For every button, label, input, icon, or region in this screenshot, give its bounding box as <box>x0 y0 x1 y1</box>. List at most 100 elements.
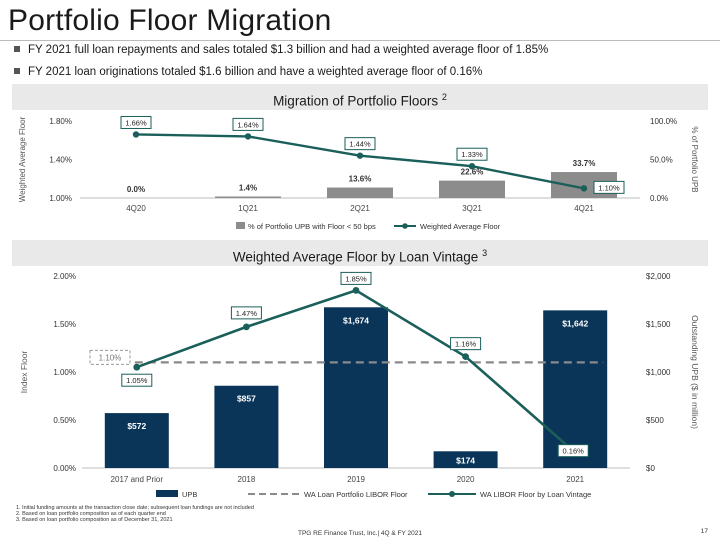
bar-data-label: 22.6% <box>461 168 484 177</box>
y-tick-label: 1.00% <box>53 368 76 377</box>
y-axis-title: Index Floor <box>19 351 29 394</box>
chart2-title-footnote-ref: 3 <box>482 248 488 258</box>
y-right-axis-title: Outstanding UPB ($ in million) <box>690 315 700 429</box>
legend-line-marker <box>402 223 408 229</box>
line-data-label: 0.16% <box>563 447 585 456</box>
line-point <box>468 163 476 170</box>
line-label-box <box>557 444 589 458</box>
y-right-tick-label: $1,500 <box>646 320 671 329</box>
x-tick-label: 4Q20 <box>126 204 146 213</box>
x-tick-label: 4Q21 <box>574 204 594 213</box>
footnote-1: 1. Initial funding amounts at the transa… <box>16 505 254 511</box>
footer-text: TPG RE Finance Trust, Inc.| 4Q & FY 2021 <box>297 530 423 537</box>
bullet-originations: FY 2021 loan originations totaled $1.6 b… <box>14 66 482 78</box>
bar <box>433 451 498 468</box>
line-label-box <box>450 337 482 351</box>
line-label-box <box>121 373 153 387</box>
line-point <box>580 185 588 192</box>
bar <box>215 196 281 198</box>
bar <box>214 385 279 468</box>
line-point <box>132 131 140 138</box>
x-tick-label: 2019 <box>347 475 365 484</box>
bullet-square-icon <box>14 45 20 52</box>
y-axis-title: Weighted Average Floor <box>18 116 27 202</box>
bullet-repayments: FY 2021 full loan repayments and sales t… <box>14 44 548 56</box>
chart1-title: Migration of Portfolio Floors <box>273 93 439 109</box>
line-point <box>243 323 250 331</box>
line-point <box>356 152 364 159</box>
line-point <box>352 287 360 294</box>
y-tick-label: 1.50% <box>53 320 76 329</box>
bar <box>327 187 393 198</box>
y-right-tick-label: $500 <box>646 416 664 425</box>
bar-data-label: $1,642 <box>562 318 588 328</box>
y-tick-label: 1.00% <box>49 194 72 203</box>
chart2-title-band: Weighted Average Floor by Loan Vintage 3 <box>12 240 708 266</box>
line-label-box <box>593 180 625 194</box>
line-data-label: 1.47% <box>236 309 258 318</box>
legend-bar-label: UPB <box>182 490 197 499</box>
y-tick-label: 0.50% <box>53 416 76 425</box>
page-title: Portfolio Floor Migration <box>8 4 332 37</box>
bar-data-label: $174 <box>456 455 475 465</box>
bar-data-label: $857 <box>237 394 256 404</box>
x-tick-label: 2021 <box>566 475 584 484</box>
dashed-data-label: 1.10% <box>99 353 122 362</box>
chart1-title-footnote-ref: 2 <box>441 92 447 102</box>
bullet-text: FY 2021 full loan repayments and sales t… <box>28 44 549 56</box>
line-data-label: 1.44% <box>349 140 371 149</box>
line-data-label: 1.10% <box>598 183 620 192</box>
bar <box>104 413 169 468</box>
legend-bar-swatch <box>156 490 178 497</box>
legend-bar-swatch <box>236 222 245 229</box>
x-tick-label: 2017 and Prior <box>111 475 164 484</box>
legend-bar-label: % of Portfolio UPB with Floor < 50 bps <box>248 222 376 231</box>
footnote-2: 2. Based on loan portfolio composition a… <box>16 511 166 517</box>
bar-data-label: 0.0% <box>127 185 145 194</box>
bar-data-label: $572 <box>127 421 146 431</box>
line-data-label: 1.66% <box>125 118 147 127</box>
chart2-title: Weighted Average Floor by Loan Vintage <box>232 249 479 265</box>
line-label-box <box>232 117 264 131</box>
bar <box>324 307 388 468</box>
bar <box>543 310 608 468</box>
x-tick-label: 2018 <box>238 475 256 484</box>
line-data-label: 1.64% <box>237 120 259 129</box>
page-number: 17 <box>700 528 708 535</box>
y-right-tick-label: $2,000 <box>646 272 671 281</box>
y-right-tick-label: $1,000 <box>646 368 671 377</box>
line-point <box>462 353 469 361</box>
bar <box>439 180 505 198</box>
y-right-tick-label: 0.0% <box>650 194 668 203</box>
legend-line-label: WA LIBOR Floor by Loan Vintage <box>480 490 591 499</box>
y-tick-label: 2.00% <box>53 272 76 281</box>
line-data-label: 1.16% <box>455 340 477 349</box>
title-divider <box>0 40 720 41</box>
bullet-square-icon <box>14 67 20 74</box>
line-label-box <box>230 306 262 320</box>
bullet-text: FY 2021 loan originations totaled $1.6 b… <box>28 66 483 78</box>
bar-data-label: 13.6% <box>349 175 372 184</box>
y-tick-label: 1.40% <box>49 156 72 165</box>
line-label-box <box>344 137 376 151</box>
chart1-title-band: Migration of Portfolio Floors 2 <box>12 84 708 110</box>
y-right-tick-label: 100.0% <box>650 117 677 126</box>
line-point <box>244 133 252 140</box>
dashed-label-box <box>89 349 131 365</box>
legend-line-marker <box>449 491 455 497</box>
line-point <box>133 363 141 371</box>
line-label-box <box>456 147 488 161</box>
bar-data-label: 33.7% <box>573 159 596 168</box>
line-label-box <box>340 271 372 285</box>
line-data-label: 1.85% <box>345 274 367 283</box>
bar-data-label: $1,674 <box>343 315 369 325</box>
y-right-axis-title: % of Portfolio UPB <box>690 126 699 192</box>
y-tick-label: 0.00% <box>53 464 76 473</box>
line-label-box <box>120 115 152 129</box>
x-tick-label: 3Q21 <box>462 204 482 213</box>
legend-dashed-label: WA Loan Portfolio LIBOR Floor <box>304 490 408 499</box>
legend-line-label: Weighted Average Floor <box>420 222 501 231</box>
y-right-tick-label: 50.0% <box>650 156 673 165</box>
